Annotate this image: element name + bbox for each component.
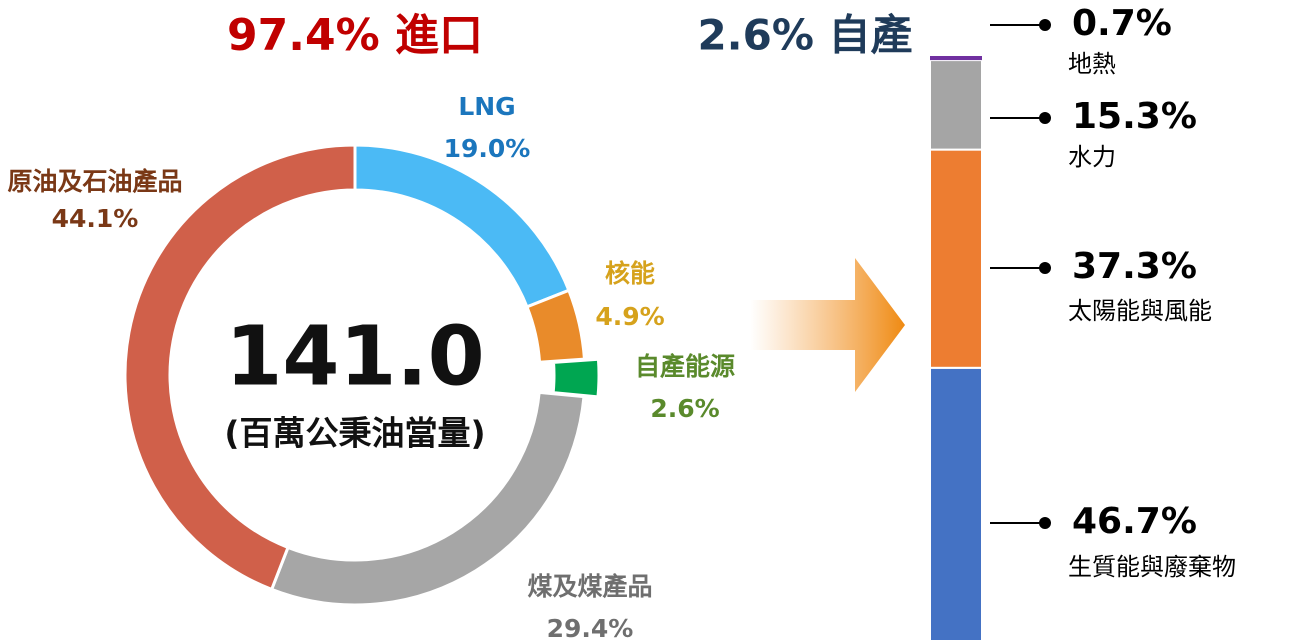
segment-name: 生質能與廢棄物 xyxy=(1068,553,1236,581)
segment-value-label: 46.7% xyxy=(1072,501,1197,542)
stack-segment xyxy=(929,148,983,369)
donut-slice xyxy=(123,143,357,592)
leader-dot xyxy=(1039,19,1051,31)
donut-slice xyxy=(353,143,571,309)
leader-dot xyxy=(1039,262,1051,274)
domestic-title: 2.6% 自產 xyxy=(697,11,912,60)
segment-name: 水力 xyxy=(1068,143,1116,171)
segment-value-label: 37.3% xyxy=(1072,246,1197,287)
slice-value-label: 44.1% xyxy=(52,204,139,233)
slice-value-label: 19.0% xyxy=(444,134,531,163)
slice-value-label: 4.9% xyxy=(595,302,664,331)
stack-segment xyxy=(930,56,982,61)
segment-value-label: 0.7% xyxy=(1072,3,1172,44)
slice-value-label: 2.6% xyxy=(650,394,719,423)
segment-name: 地熱 xyxy=(1068,50,1116,78)
donut-slice xyxy=(551,357,601,399)
slice-name: 自產能源 xyxy=(635,352,735,381)
donut-slice xyxy=(525,288,587,364)
import-title: 97.4% 進口 xyxy=(227,10,483,61)
slice-name: 核能 xyxy=(605,259,655,288)
leader-dot xyxy=(1039,517,1051,529)
stack-segment xyxy=(929,59,983,151)
center-total: 141.0 xyxy=(225,309,484,404)
stack-segment xyxy=(929,366,983,641)
center-unit: (百萬公秉油當量) xyxy=(224,414,485,453)
slice-name: 原油及石油產品 xyxy=(7,167,182,196)
slice-name: LNG xyxy=(458,92,515,121)
segment-name: 太陽能與風能 xyxy=(1068,297,1212,325)
segment-value-label: 15.3% xyxy=(1072,96,1197,137)
arrow xyxy=(750,258,905,392)
slice-name: 煤及煤產品 xyxy=(527,572,652,601)
slice-value-label: 29.4% xyxy=(547,614,634,641)
leader-dot xyxy=(1039,112,1051,124)
